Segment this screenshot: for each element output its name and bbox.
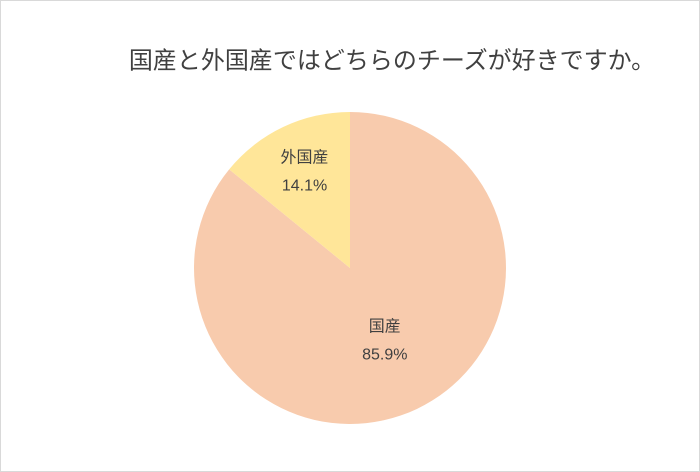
data-label-category: 外国産 — [281, 148, 329, 166]
pie-slice — [229, 112, 350, 268]
data-label-value: 85.9% — [362, 347, 407, 364]
chart-title: 国産と外国産ではどちらのチーズが好きですか。 — [129, 47, 655, 74]
data-label-value: 14.1% — [282, 177, 327, 194]
data-label-category: 国産 — [369, 318, 401, 336]
